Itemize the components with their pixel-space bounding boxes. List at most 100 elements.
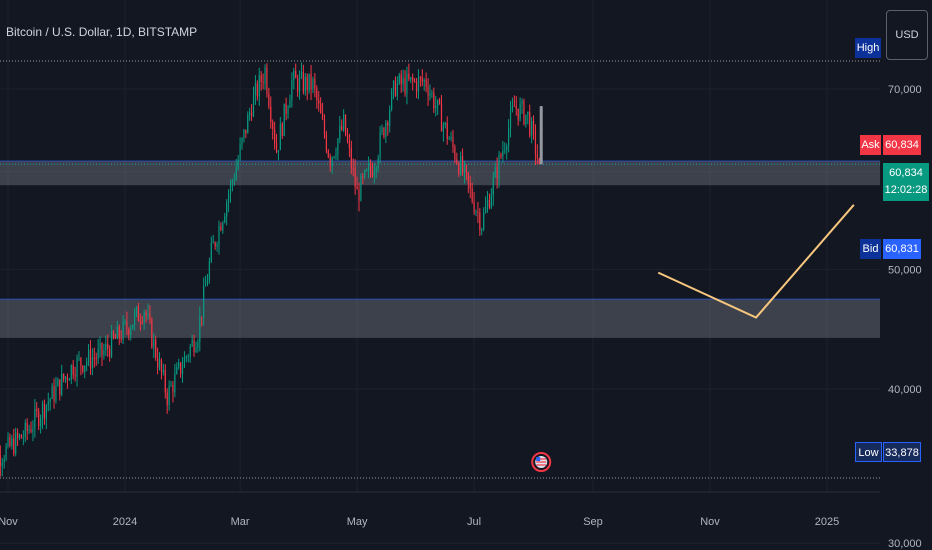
candle-body bbox=[435, 105, 437, 109]
candle-body bbox=[218, 226, 220, 245]
candle-body bbox=[414, 81, 416, 83]
candle-body bbox=[437, 99, 439, 106]
candle-body bbox=[454, 147, 456, 160]
candle-body bbox=[189, 346, 191, 357]
candle-body bbox=[5, 446, 7, 460]
candle-body bbox=[262, 82, 264, 84]
candle-body bbox=[427, 86, 429, 96]
candle-body bbox=[204, 285, 207, 287]
candle-body bbox=[145, 312, 147, 316]
event-markers[interactable] bbox=[531, 452, 552, 472]
candle-body bbox=[63, 373, 65, 380]
y-tick-label: 70,000 bbox=[888, 84, 922, 96]
candle-body bbox=[260, 75, 262, 83]
candle-body bbox=[523, 100, 525, 124]
candle-body bbox=[316, 88, 318, 100]
candle-body bbox=[329, 156, 331, 167]
candle-body bbox=[210, 242, 212, 262]
candle-body bbox=[531, 120, 533, 136]
candle-body bbox=[7, 436, 9, 447]
ask-price-tag: 60,834 bbox=[883, 135, 921, 155]
candle-body bbox=[444, 122, 446, 126]
candlestick-series bbox=[0, 62, 543, 477]
candle-body bbox=[226, 202, 228, 217]
candle-body bbox=[124, 321, 126, 323]
candle-body bbox=[41, 403, 44, 419]
candle-body bbox=[135, 307, 138, 313]
candle-body bbox=[197, 341, 199, 348]
time-axis[interactable]: Nov 2024 Mar May Jul Sep Nov 2025 bbox=[0, 516, 839, 528]
candle-body bbox=[122, 321, 124, 340]
candle-body bbox=[477, 211, 479, 213]
candle-body bbox=[49, 398, 51, 402]
currency-selector[interactable]: USD bbox=[886, 10, 928, 60]
candle-body bbox=[341, 126, 343, 130]
candle-body bbox=[289, 99, 291, 108]
candle-body bbox=[410, 77, 412, 80]
candle-body bbox=[47, 401, 49, 406]
candle-body bbox=[488, 199, 491, 208]
candle-body bbox=[331, 157, 333, 167]
candle-body bbox=[392, 80, 395, 91]
candle-body bbox=[187, 356, 189, 358]
candle-body bbox=[166, 392, 168, 405]
bar-countdown: 12:02:28 bbox=[884, 184, 928, 196]
candle-body bbox=[45, 405, 47, 419]
candle-body bbox=[105, 343, 107, 351]
candle-body bbox=[89, 349, 92, 368]
candle-body bbox=[258, 75, 260, 97]
projection-path[interactable] bbox=[657, 204, 855, 319]
candle-body bbox=[70, 365, 72, 380]
candle-body bbox=[107, 343, 109, 350]
candle-body bbox=[391, 90, 393, 110]
candle-body bbox=[527, 111, 529, 115]
candle-body bbox=[279, 123, 281, 151]
candle-body bbox=[176, 367, 178, 374]
candle-body bbox=[481, 229, 483, 231]
candle-body bbox=[137, 307, 140, 322]
candle-body bbox=[153, 339, 155, 348]
candle-body bbox=[532, 120, 535, 131]
candle-body bbox=[343, 114, 345, 130]
candle-body bbox=[57, 379, 59, 387]
support-zone bbox=[0, 299, 880, 338]
candle-body bbox=[511, 105, 514, 110]
candle-body bbox=[281, 123, 283, 136]
candle-body bbox=[174, 373, 176, 393]
support-zones bbox=[0, 160, 880, 338]
candle-body bbox=[1, 462, 3, 467]
candle-body bbox=[339, 126, 341, 139]
candle-body bbox=[509, 109, 512, 128]
candle-body bbox=[515, 105, 517, 109]
candle-body bbox=[133, 312, 136, 325]
candle-body bbox=[408, 73, 410, 80]
candle-body bbox=[26, 422, 28, 432]
candle-body bbox=[304, 76, 306, 92]
candle-body bbox=[24, 422, 26, 438]
candle-body bbox=[172, 385, 174, 393]
candle-body bbox=[358, 189, 360, 201]
candle-body bbox=[404, 77, 406, 94]
candle-body bbox=[369, 165, 372, 171]
grid-lines bbox=[0, 0, 880, 544]
candle-body bbox=[241, 138, 243, 145]
candle-body bbox=[275, 142, 278, 153]
candle-body bbox=[506, 146, 508, 151]
x-tick-label: Mar bbox=[231, 516, 250, 528]
projection-line[interactable] bbox=[657, 204, 855, 319]
candle-body bbox=[433, 92, 435, 109]
candle-body bbox=[473, 201, 475, 213]
candle-body bbox=[157, 357, 159, 368]
candle-body bbox=[118, 326, 120, 338]
candle-body bbox=[423, 80, 425, 82]
candle-body bbox=[20, 434, 23, 439]
candle-body bbox=[0, 455, 1, 467]
x-tick-label: 2024 bbox=[113, 516, 137, 528]
candle-body bbox=[55, 386, 57, 402]
candle-body bbox=[268, 93, 270, 107]
candle-body bbox=[201, 316, 203, 318]
candle-body bbox=[450, 136, 452, 139]
low-price-tag: 33,878 bbox=[883, 442, 921, 462]
